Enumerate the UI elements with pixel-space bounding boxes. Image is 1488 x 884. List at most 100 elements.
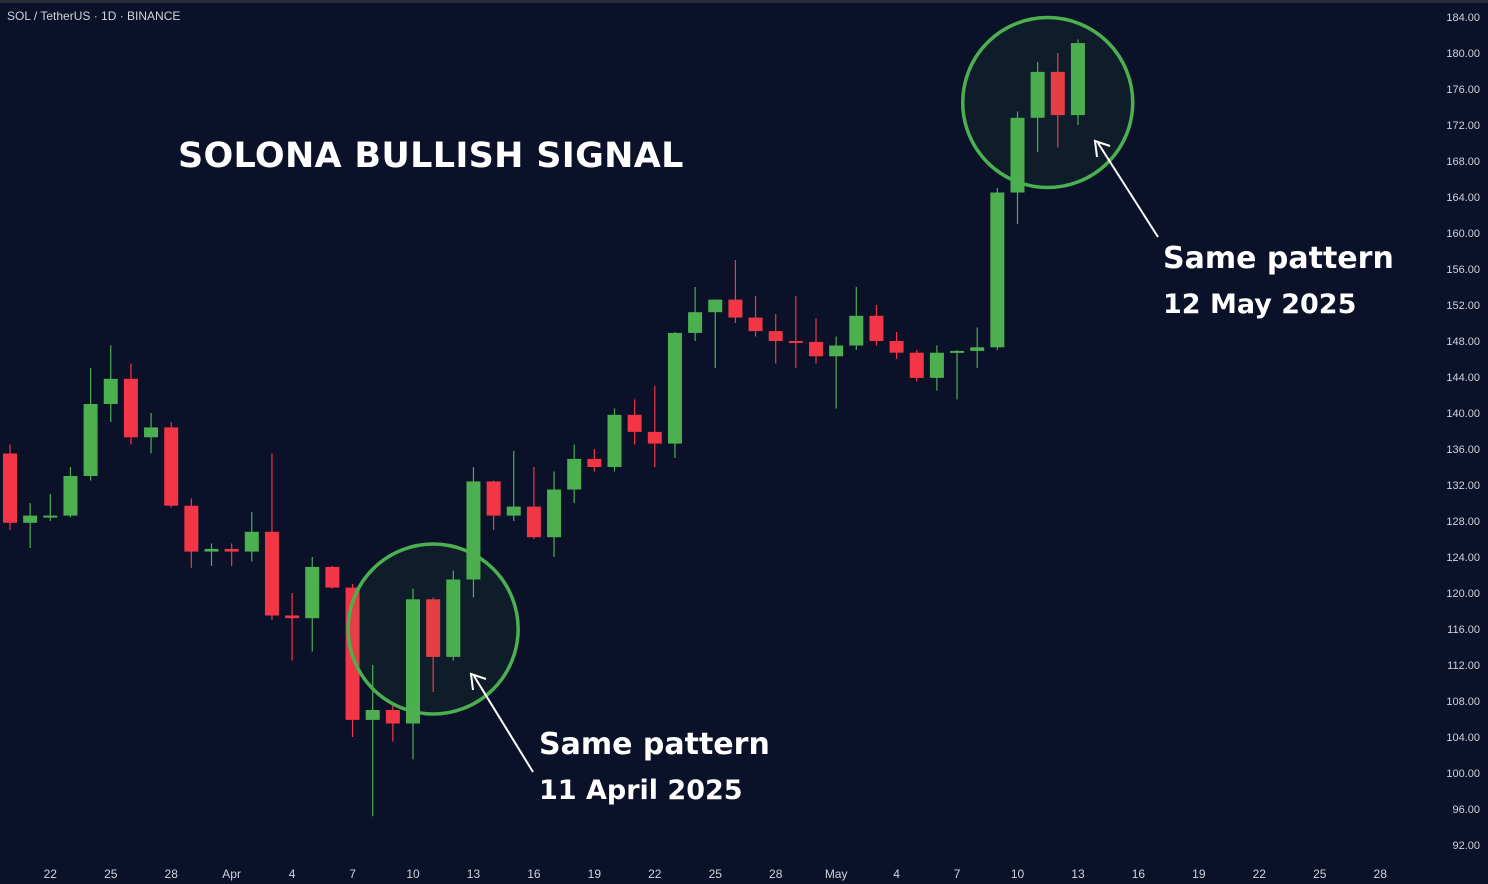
- candle-down: [869, 305, 884, 346]
- candle-body: [43, 515, 58, 518]
- candle-up: [929, 345, 944, 391]
- y-tick-label: 112.00: [1447, 660, 1480, 672]
- candle-down: [728, 260, 743, 323]
- x-tick-label: 28: [1374, 867, 1388, 881]
- candle-body: [869, 315, 884, 341]
- candle-up: [708, 299, 723, 368]
- candle-up: [305, 557, 320, 652]
- candle-up: [446, 570, 461, 661]
- candle-down: [184, 498, 199, 568]
- top-border: [0, 0, 1488, 3]
- candle-down: [526, 467, 541, 539]
- y-tick-label: 92.00: [1452, 840, 1480, 852]
- x-tick-label: 22: [648, 867, 662, 881]
- candle-body: [889, 341, 904, 353]
- candle-body: [647, 431, 662, 444]
- arrow-april-head: [469, 672, 487, 691]
- x-tick-label: 10: [406, 867, 420, 881]
- candle-down: [325, 566, 340, 589]
- candle-down: [3, 444, 17, 530]
- candle-body: [547, 489, 562, 538]
- arrow-may-head: [1093, 139, 1111, 158]
- candle-down: [768, 314, 783, 364]
- candle-up: [688, 287, 703, 341]
- y-tick-label: 124.00: [1446, 552, 1480, 564]
- y-tick-label: 180.00: [1446, 48, 1480, 60]
- candle-down: [587, 449, 602, 472]
- time-axis[interactable]: 22 25 28 Apr 4 7 10 13 16 19 22 25 28 May 4 7 10 13 16 19 22…: [44, 867, 1388, 881]
- candle-down: [909, 350, 924, 382]
- candle-body: [305, 566, 320, 619]
- y-tick-label: 156.00: [1446, 264, 1480, 276]
- candle-down: [1050, 53, 1065, 148]
- candle-body: [1050, 71, 1065, 116]
- candle-body: [829, 345, 844, 357]
- candle-body: [164, 427, 179, 506]
- candle-body: [264, 531, 279, 616]
- candle-body: [406, 599, 420, 724]
- y-tick-label: 152.00: [1446, 300, 1480, 312]
- candle-body: [627, 414, 642, 432]
- candle-up: [23, 503, 38, 548]
- candle-body: [3, 453, 17, 523]
- candle-down: [264, 453, 279, 620]
- candle-up: [63, 467, 78, 518]
- candle-body: [970, 347, 985, 351]
- candle-down: [123, 363, 138, 445]
- x-tick-label: 4: [289, 867, 296, 881]
- candle-down: [889, 332, 904, 359]
- x-tick-label: 22: [1253, 867, 1267, 881]
- candle-up: [567, 444, 582, 503]
- candle-up: [990, 188, 1005, 350]
- x-tick-label: 19: [588, 867, 602, 881]
- candle-body: [446, 579, 461, 657]
- x-tick-label: 25: [104, 867, 118, 881]
- candle-up: [607, 408, 622, 472]
- candle-up: [849, 287, 864, 350]
- candle-body: [204, 548, 219, 552]
- candle-up: [1070, 39, 1085, 125]
- candle-body: [144, 427, 159, 438]
- candle-body: [929, 352, 944, 378]
- highlight-circle: [960, 15, 1135, 190]
- annotation-may-line2: 12 May 2025: [1163, 289, 1357, 320]
- x-tick-label: 7: [349, 867, 356, 881]
- candle-body: [708, 299, 723, 313]
- candle-up: [83, 368, 98, 481]
- x-tick-label: 22: [44, 867, 58, 881]
- candle-body: [667, 332, 682, 444]
- y-tick-label: 172.00: [1446, 120, 1480, 132]
- arrows-layer: [469, 139, 1159, 773]
- y-tick-label: 104.00: [1446, 732, 1480, 744]
- annotation-may-line1: Same pattern: [1163, 241, 1394, 276]
- x-tick-label: Apr: [222, 867, 241, 881]
- symbol-info[interactable]: SOL / TetherUS · 1D · BINANCE: [7, 9, 181, 23]
- candle-up: [1010, 111, 1025, 224]
- y-tick-label: 160.00: [1446, 228, 1480, 240]
- candle-body: [83, 404, 98, 476]
- arrow-april-shaft: [473, 675, 534, 773]
- x-tick-label: 28: [769, 867, 783, 881]
- candle-down: [788, 296, 803, 368]
- candle-body: [244, 531, 259, 552]
- arrow-may-shaft: [1097, 142, 1159, 238]
- candle-body: [184, 505, 199, 552]
- candle-down: [627, 399, 642, 445]
- y-tick-label: 184.00: [1446, 12, 1480, 24]
- candle-body: [486, 481, 501, 516]
- candle-body: [728, 299, 743, 318]
- x-tick-label: 16: [1132, 867, 1146, 881]
- candle-up: [144, 413, 159, 454]
- annotation-april-line2: 11 April 2025: [539, 775, 743, 806]
- candle-down: [486, 480, 501, 530]
- candle-body: [587, 458, 602, 467]
- x-tick-label: May: [825, 867, 848, 881]
- candle-up: [970, 327, 985, 368]
- candle-body: [849, 315, 864, 346]
- price-axis[interactable]: 184.00 180.00 176.00 172.00 168.00 164.00 160.…: [1446, 12, 1480, 852]
- candle-body: [1030, 71, 1045, 118]
- candle-body: [23, 515, 38, 523]
- candle-body: [224, 548, 239, 552]
- candle-body: [788, 341, 803, 343]
